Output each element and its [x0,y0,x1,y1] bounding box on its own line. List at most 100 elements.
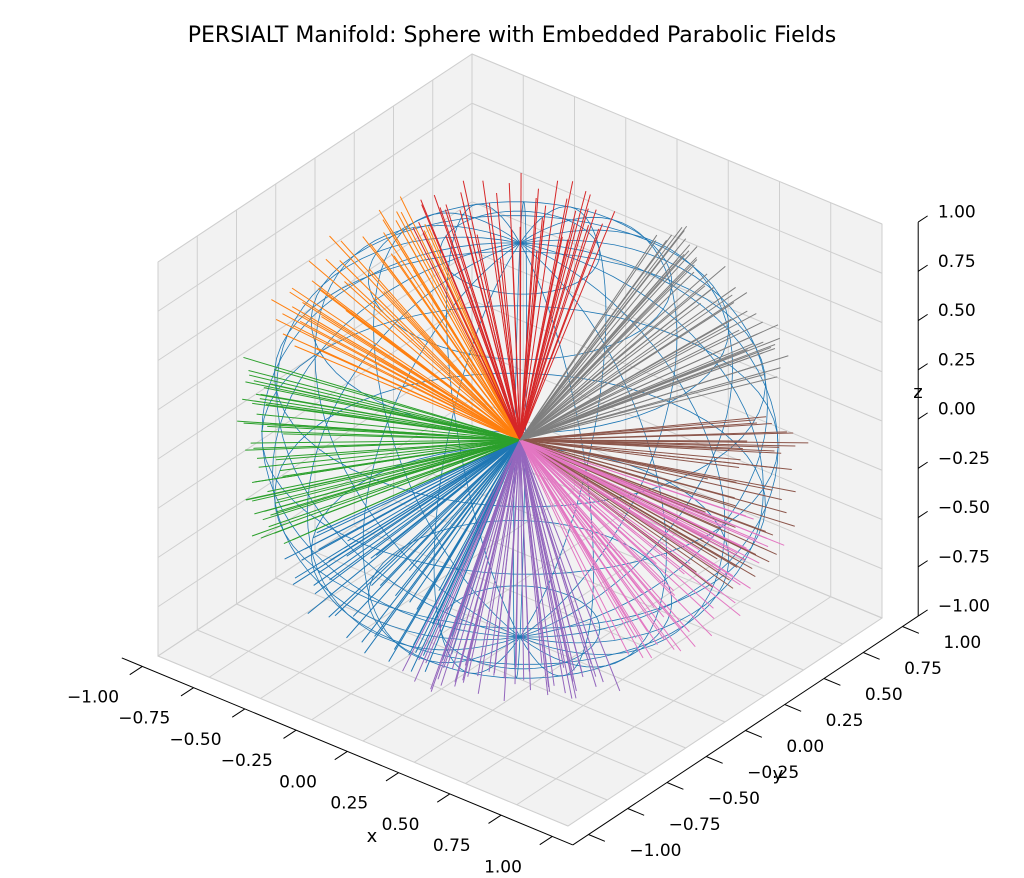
field-6-ray [519,439,700,551]
field-0-ray [294,439,521,579]
field-5-ray [519,439,708,480]
field-2-ray [268,439,521,528]
field-5-ray [519,439,748,442]
field-5-ray [519,439,737,507]
field-4-ray [477,439,521,694]
field-5-ray [519,439,756,577]
field-1-ray [291,306,521,441]
field-3-ray [519,181,574,441]
z-tick-label: −0.50 [938,498,990,518]
field-6-ray [519,439,699,554]
sphere-parallel [439,210,601,295]
field-4-ray [430,439,521,692]
sphere-parallel [261,305,779,575]
field-2-ray [248,370,521,441]
field-5-ray [519,439,780,469]
field-6-ray [519,439,628,621]
field-1-ray [275,318,521,441]
x-tick-label: 1.00 [484,857,522,877]
field-7-ray [519,329,740,441]
z-tick-label: 0.50 [938,301,976,321]
field-3-ray [412,227,521,441]
field-3-ray [519,210,577,441]
field-7-ray [519,348,776,441]
field-7-ray [519,294,733,441]
field-2-ray [243,422,521,441]
field-2-ray [255,393,521,441]
field-7-ray [519,318,732,441]
field-2-ray [245,439,521,451]
field-0-ray [409,439,521,603]
field-4-ray [519,439,577,692]
y-tick-label: 0.00 [786,737,824,757]
field-2-ray [270,383,521,441]
field-0-ray [313,439,521,539]
z-tick-label: −0.25 [938,449,990,469]
field-7-ray [519,321,763,441]
grid-line-floor-y [393,499,804,671]
field-2-ray [275,439,521,461]
field-6-ray [519,439,658,646]
y-tick-label: 1.00 [943,633,981,653]
field-2-ray [263,387,521,441]
field-7-ray [519,349,748,441]
field-3-ray [511,229,521,441]
field-2-ray [254,439,521,483]
field-2-ray [258,439,521,468]
grid-line-xz-z [471,53,883,225]
field-0-ray [314,439,521,595]
field-2-ray [283,433,521,441]
grid-lines [121,53,919,846]
field-6-ray [519,439,630,655]
field-5-ray [519,439,734,589]
field-1-ray [369,243,521,441]
field-1-ray [325,258,521,441]
y-tick-label: −0.75 [669,815,721,835]
field-5-ray [519,439,743,449]
field-5-ray [519,431,787,441]
field-7-ray [519,344,776,441]
field-7-ray [519,273,708,441]
grid-line-floor-x [465,575,780,784]
field-4-ray [519,439,592,664]
x-tick-label: 0.25 [330,794,368,814]
field-3-ray [519,217,543,441]
y-tick-label: 0.25 [826,711,864,731]
x-tick-label: −0.75 [118,709,170,729]
field-4-ray [467,439,521,677]
field-4-ray [454,439,521,683]
field-5-ray [519,439,766,532]
field-2-ray [276,439,521,501]
field-3-ray [499,258,521,441]
y-tick-label: 0.75 [904,659,942,679]
field-2-ray [250,439,521,444]
y-tick-label: −0.50 [708,789,760,809]
sphere-parallel [439,585,601,670]
field-1-ray [389,230,521,441]
field-1-ray [282,313,521,441]
field-7-ray [519,325,728,441]
field-6-ray [519,439,683,629]
field-4-ray [462,439,521,681]
field-4-ray [493,439,521,676]
field-2-ray [283,439,521,544]
field-0-ray [284,439,521,560]
field-0-ray [301,439,521,561]
field-5-ray [519,439,735,499]
field-4-ray [451,439,521,670]
field-7-ray [519,253,685,441]
chart-title: PERSIALT Manifold: Sphere with Embedded … [188,23,837,48]
field-7-ray [519,287,736,441]
grid-line-floor-x [567,617,883,827]
field-2-ray [249,374,521,441]
field-1-ray [294,345,521,441]
field-0-ray [313,439,521,586]
x-axis-label: x [367,826,378,847]
field-0-ray [438,439,521,591]
field-0-ray [328,439,521,618]
z-tick-label: 0.75 [938,252,976,272]
field-2-ray [242,398,521,441]
field-3-ray [519,197,537,441]
field-6-ray [519,439,690,633]
